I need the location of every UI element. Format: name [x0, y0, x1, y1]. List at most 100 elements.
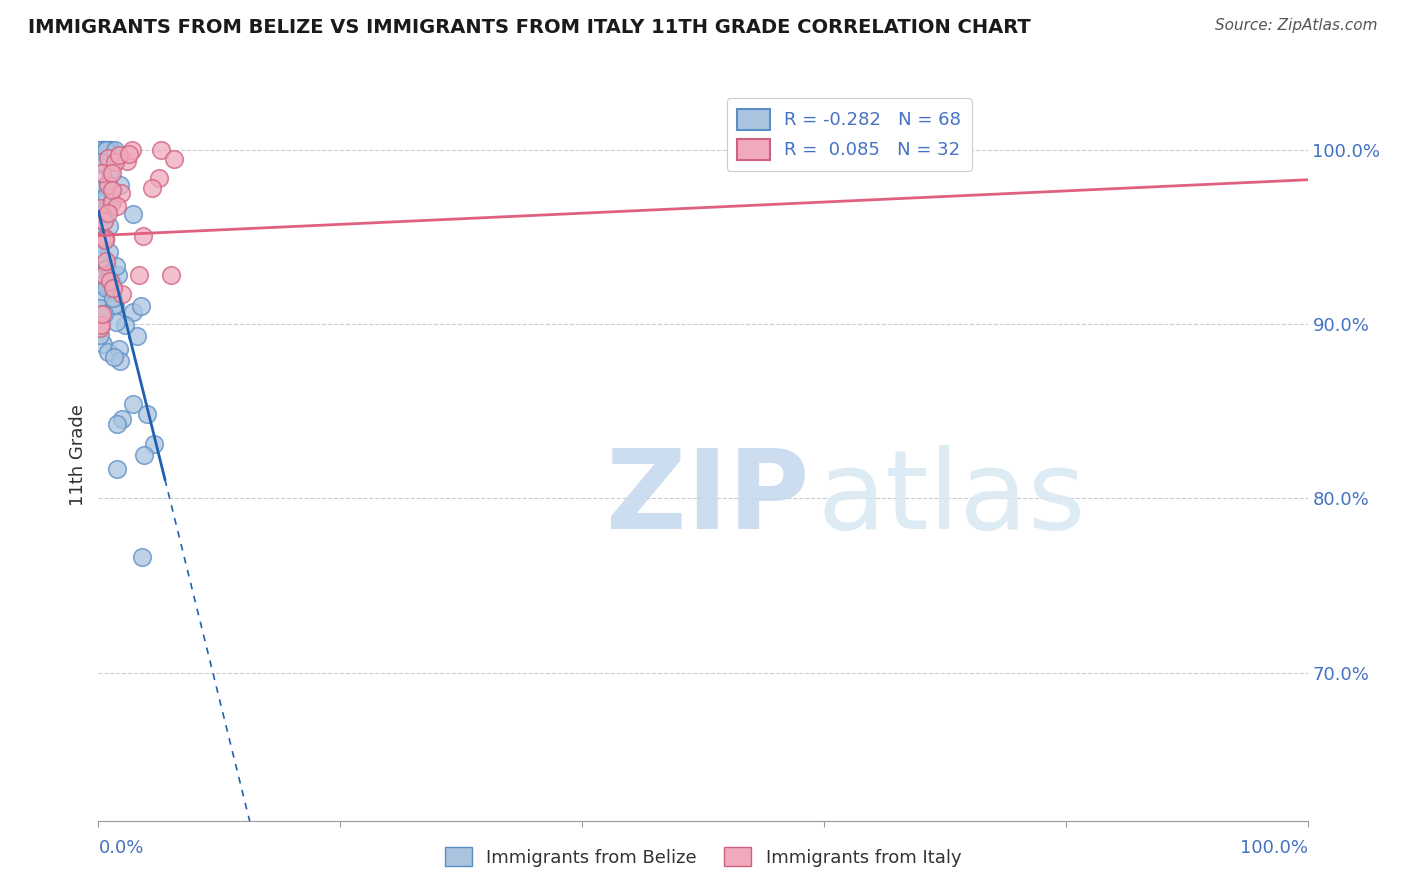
Point	[90, 143, 112, 157]
Point	[89, 294, 111, 309]
Point	[90, 318, 112, 332]
Point	[96, 272, 118, 286]
Point	[97, 178, 120, 193]
Point	[122, 207, 145, 221]
Point	[89, 202, 111, 216]
Point	[96, 143, 118, 157]
Point	[93, 213, 115, 227]
Point	[100, 143, 122, 157]
Point	[96, 254, 118, 268]
Point	[94, 232, 117, 246]
Legend: R = -0.282   N = 68, R =  0.085   N = 32: R = -0.282 N = 68, R = 0.085 N = 32	[727, 98, 972, 170]
Point	[89, 246, 111, 260]
Point	[93, 268, 115, 282]
Point	[129, 299, 152, 313]
Point	[96, 273, 118, 287]
Point	[105, 462, 128, 476]
Point	[105, 417, 128, 431]
Point	[97, 179, 120, 194]
Point	[90, 307, 112, 321]
Point	[91, 207, 114, 221]
Point	[93, 307, 115, 321]
Point	[98, 165, 121, 179]
Point	[149, 143, 172, 157]
Point	[118, 146, 141, 161]
Point	[122, 304, 145, 318]
Point	[90, 143, 112, 157]
Point	[115, 154, 138, 169]
Point	[98, 245, 121, 260]
Point	[110, 186, 132, 201]
Point	[100, 277, 122, 291]
Point	[101, 281, 124, 295]
Text: ZIP: ZIP	[606, 445, 810, 552]
Point	[97, 151, 120, 165]
Point	[94, 231, 117, 245]
Point	[94, 233, 117, 247]
Point	[105, 259, 128, 273]
Point	[100, 195, 122, 210]
Point	[101, 291, 124, 305]
Point	[97, 345, 120, 359]
Point	[141, 181, 163, 195]
Point	[110, 287, 132, 301]
Point	[107, 268, 129, 282]
Point	[104, 299, 127, 313]
Point	[90, 143, 112, 157]
Point	[89, 143, 111, 157]
Point	[103, 350, 125, 364]
Point	[105, 199, 128, 213]
Legend: Immigrants from Belize, Immigrants from Italy: Immigrants from Belize, Immigrants from …	[437, 840, 969, 874]
Point	[104, 155, 127, 169]
Point	[97, 206, 120, 220]
Point	[89, 235, 111, 250]
Point	[104, 315, 127, 329]
Point	[91, 157, 114, 171]
Point	[94, 188, 117, 202]
Point	[89, 301, 111, 315]
Point	[98, 274, 121, 288]
Y-axis label: 11th Grade: 11th Grade	[69, 404, 87, 506]
Point	[91, 166, 114, 180]
Point	[111, 412, 134, 426]
Point	[98, 266, 121, 280]
Text: Source: ZipAtlas.com: Source: ZipAtlas.com	[1215, 18, 1378, 33]
Point	[108, 148, 131, 162]
Point	[97, 143, 120, 157]
Point	[93, 214, 115, 228]
Text: atlas: atlas	[818, 445, 1087, 552]
Point	[93, 275, 115, 289]
Point	[110, 178, 132, 193]
Point	[98, 219, 121, 233]
Point	[104, 143, 127, 157]
Point	[96, 260, 118, 274]
Point	[100, 166, 122, 180]
Point	[96, 202, 118, 217]
Point	[132, 448, 155, 462]
Text: 100.0%: 100.0%	[1240, 838, 1308, 857]
Point	[148, 171, 170, 186]
Point	[97, 281, 120, 295]
Point	[89, 321, 111, 335]
Point	[121, 143, 143, 157]
Point	[94, 178, 117, 193]
Point	[103, 297, 125, 311]
Point	[127, 329, 149, 343]
Point	[132, 228, 155, 243]
Point	[96, 280, 118, 294]
Point	[114, 318, 136, 332]
Point	[160, 268, 183, 282]
Point	[94, 143, 117, 157]
Point	[93, 231, 115, 245]
Point	[142, 437, 165, 451]
Point	[89, 154, 111, 169]
Point	[101, 183, 124, 197]
Point	[98, 143, 121, 157]
Point	[101, 194, 124, 209]
Point	[121, 397, 143, 411]
Point	[163, 152, 186, 166]
Point	[96, 143, 118, 157]
Point	[131, 549, 153, 564]
Point	[91, 143, 114, 157]
Point	[97, 178, 120, 192]
